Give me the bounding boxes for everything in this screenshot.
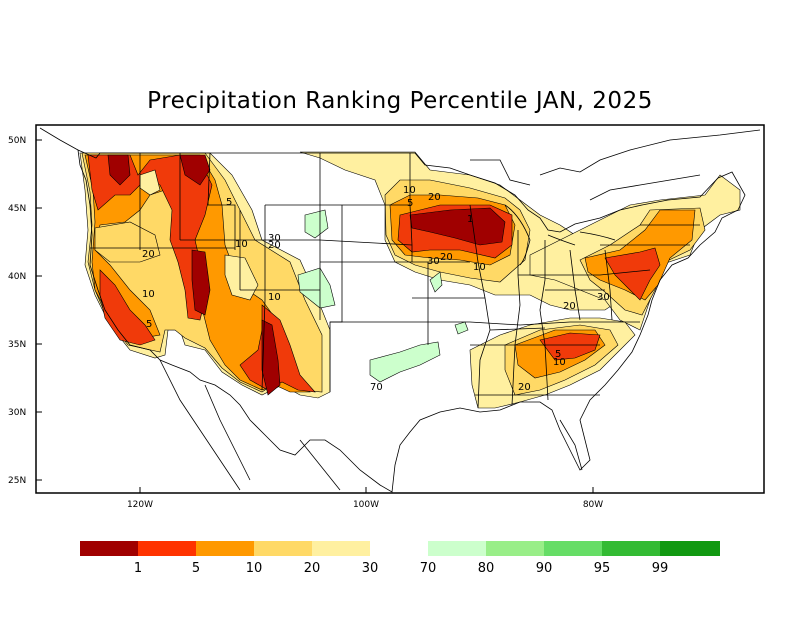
legend: 1 5 10 20 30 70 80 90 95 99 <box>80 541 720 576</box>
contour-label-70: 70 <box>370 382 383 393</box>
contour-label-5-a: 5 <box>226 197 232 208</box>
lat-label-30n: 30N <box>8 408 26 418</box>
lat-label-45n: 45N <box>8 204 26 214</box>
contour-label-1: 1 <box>467 214 473 225</box>
contour-label-10-a: 10 <box>142 289 155 300</box>
legend-label-90: 90 <box>536 561 553 576</box>
legend-swatch-20-30 <box>312 541 370 556</box>
contour-label-10-c: 10 <box>268 292 281 303</box>
legend-label-5: 5 <box>192 561 200 576</box>
west-pocket-2 <box>224 254 259 301</box>
lat-label-35n: 35N <box>8 340 26 350</box>
contour-label-20-b: 20 <box>268 240 281 251</box>
contour-labels: 1 5 5 5 5 10 10 10 10 10 10 20 20 20 20 … <box>142 185 610 393</box>
west-lt5-region <box>87 154 213 321</box>
contour-label-10-e: 10 <box>473 262 486 273</box>
us-outline <box>77 149 746 493</box>
lat-label-25n: 25N <box>8 476 26 486</box>
contour-label-10-f: 10 <box>553 357 566 368</box>
contour-label-10-d: 10 <box>403 185 416 196</box>
west-lt1-region-4 <box>261 319 281 396</box>
legend-swatch-lt1 <box>80 541 138 556</box>
wet-region-oklahoma <box>454 321 469 335</box>
contour-label-30-c: 30 <box>597 292 610 303</box>
contour-label-20-f: 20 <box>440 252 453 263</box>
map-title: Precipitation Ranking Percentile JAN, 20… <box>147 88 653 114</box>
legend-label-99: 99 <box>652 561 669 576</box>
legend-swatch-1-5 <box>138 541 196 556</box>
legend-swatch-5-10 <box>196 541 254 556</box>
wet-region-wyoming <box>304 209 329 239</box>
west-lt5-region-2 <box>99 269 156 346</box>
legend-swatch-90-95 <box>544 541 602 556</box>
legend-label-20: 20 <box>304 561 321 576</box>
legend-dry-bar <box>80 541 370 556</box>
northeast-lt5-region <box>604 247 661 301</box>
legend-swatch-gt99 <box>660 541 720 556</box>
dry-shading <box>79 151 741 409</box>
lon-label-80w: 80W <box>583 500 603 510</box>
contour-label-5-c: 5 <box>407 198 413 209</box>
contour-label-30-b: 30 <box>427 256 440 267</box>
legend-swatch-10-20 <box>254 541 312 556</box>
wet-region-kansas <box>429 271 443 293</box>
lon-label-100w: 100W <box>353 500 379 510</box>
legend-swatch-70-80 <box>428 541 486 556</box>
west-lt1-region <box>107 154 131 186</box>
lon-label-120w: 120W <box>127 500 153 510</box>
legend-label-70: 70 <box>420 561 437 576</box>
west-lt5-region-3 <box>239 304 316 393</box>
contour-label-5-b: 5 <box>146 319 152 330</box>
legend-label-95: 95 <box>594 561 611 576</box>
west-pocket-1 <box>94 221 161 263</box>
contour-label-20-d: 20 <box>563 301 576 312</box>
contour-label-20-c: 20 <box>428 192 441 203</box>
contour-label-20-a: 20 <box>142 249 155 260</box>
contour-label-20-e: 20 <box>518 382 531 393</box>
contour-label-30-a: 30 <box>268 233 281 244</box>
west-lt1-region-3 <box>191 249 211 316</box>
southeast-lt5-region <box>539 332 601 361</box>
contour-label-10-b: 10 <box>235 239 248 250</box>
contour-label-5-d: 5 <box>555 349 561 360</box>
legend-label-30: 30 <box>362 561 379 576</box>
boundaries <box>39 127 761 493</box>
wet-region-texas <box>369 341 441 383</box>
west-lt1-region-2 <box>179 154 211 186</box>
legend-label-80: 80 <box>478 561 495 576</box>
legend-swatch-80-90 <box>486 541 544 556</box>
legend-label-1: 1 <box>134 561 142 576</box>
north-central-lt1-region <box>409 207 506 246</box>
legend-wet-bar <box>428 541 720 556</box>
legend-label-10: 10 <box>246 561 263 576</box>
legend-swatch-95-99 <box>602 541 660 556</box>
lat-label-50n: 50N <box>8 136 26 146</box>
lat-label-40n: 40N <box>8 272 26 282</box>
